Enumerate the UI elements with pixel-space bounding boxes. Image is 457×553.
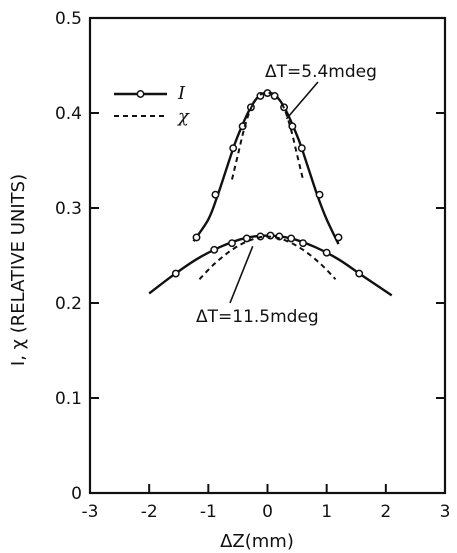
legend-marker	[136, 90, 145, 98]
data-point	[299, 239, 307, 248]
legend-label: χ	[176, 106, 190, 127]
x-tick-label: 2	[380, 502, 391, 522]
data-point	[228, 239, 236, 248]
data-point	[171, 269, 180, 278]
y-tick-label: 0.1	[55, 389, 82, 409]
annotation-dt-11-5: ΔT=11.5mdeg	[196, 307, 319, 327]
y-axis-label: I, χ (RELATIVE UNITS)	[8, 174, 29, 366]
series-I-11.5	[148, 231, 393, 297]
data-point	[211, 190, 220, 199]
series-line	[198, 235, 337, 280]
series-line	[231, 92, 304, 180]
data-point	[297, 144, 306, 153]
data-point	[242, 234, 251, 243]
y-tick-label: 0.2	[55, 294, 82, 314]
legend-item-I: I	[114, 83, 186, 104]
x-tick-label: -1	[200, 502, 217, 522]
series-line	[148, 234, 393, 297]
y-tick-label: 0.3	[55, 199, 82, 219]
y-tick-label: 0.5	[55, 9, 82, 29]
data-point	[229, 144, 238, 153]
y-tick-label: 0	[71, 484, 82, 504]
annotation-leader	[229, 245, 254, 304]
data-point	[322, 248, 331, 257]
series-chi-11.5	[198, 235, 337, 280]
data-point	[210, 245, 219, 254]
x-tick-label: 1	[321, 502, 332, 522]
series-I-5.4	[192, 89, 343, 245]
x-axis-label: ΔZ(mm)	[220, 531, 294, 552]
data-point	[287, 234, 296, 243]
x-tick-label: 3	[440, 502, 451, 522]
data-point	[355, 269, 364, 278]
x-tick-label: -3	[82, 502, 99, 522]
legend: Iχ	[114, 83, 190, 127]
data-point	[334, 233, 343, 242]
x-tick-label: 0	[262, 502, 273, 522]
tick-marks	[89, 17, 446, 494]
tick-labels: -3 -1 0 1 2 3 -2 0 0.1 0.2 0.3 0.4 0.5	[55, 9, 450, 522]
series-line	[192, 91, 340, 245]
annotation-leader	[285, 81, 319, 120]
series-layer	[148, 89, 393, 297]
data-point	[315, 190, 324, 199]
data-point	[192, 233, 201, 242]
series-chi-5.4	[231, 92, 304, 180]
y-tick-label: 0.4	[55, 104, 82, 124]
data-point	[288, 122, 297, 131]
annotation-layer: ΔT=5.4mdeg ΔT=11.5mdeg	[196, 62, 377, 327]
annotation-dt-5-4: ΔT=5.4mdeg	[265, 62, 377, 82]
x-tick-label: -2	[141, 502, 158, 522]
legend-item-chi: χ	[114, 106, 190, 127]
legend-label: I	[177, 83, 186, 104]
